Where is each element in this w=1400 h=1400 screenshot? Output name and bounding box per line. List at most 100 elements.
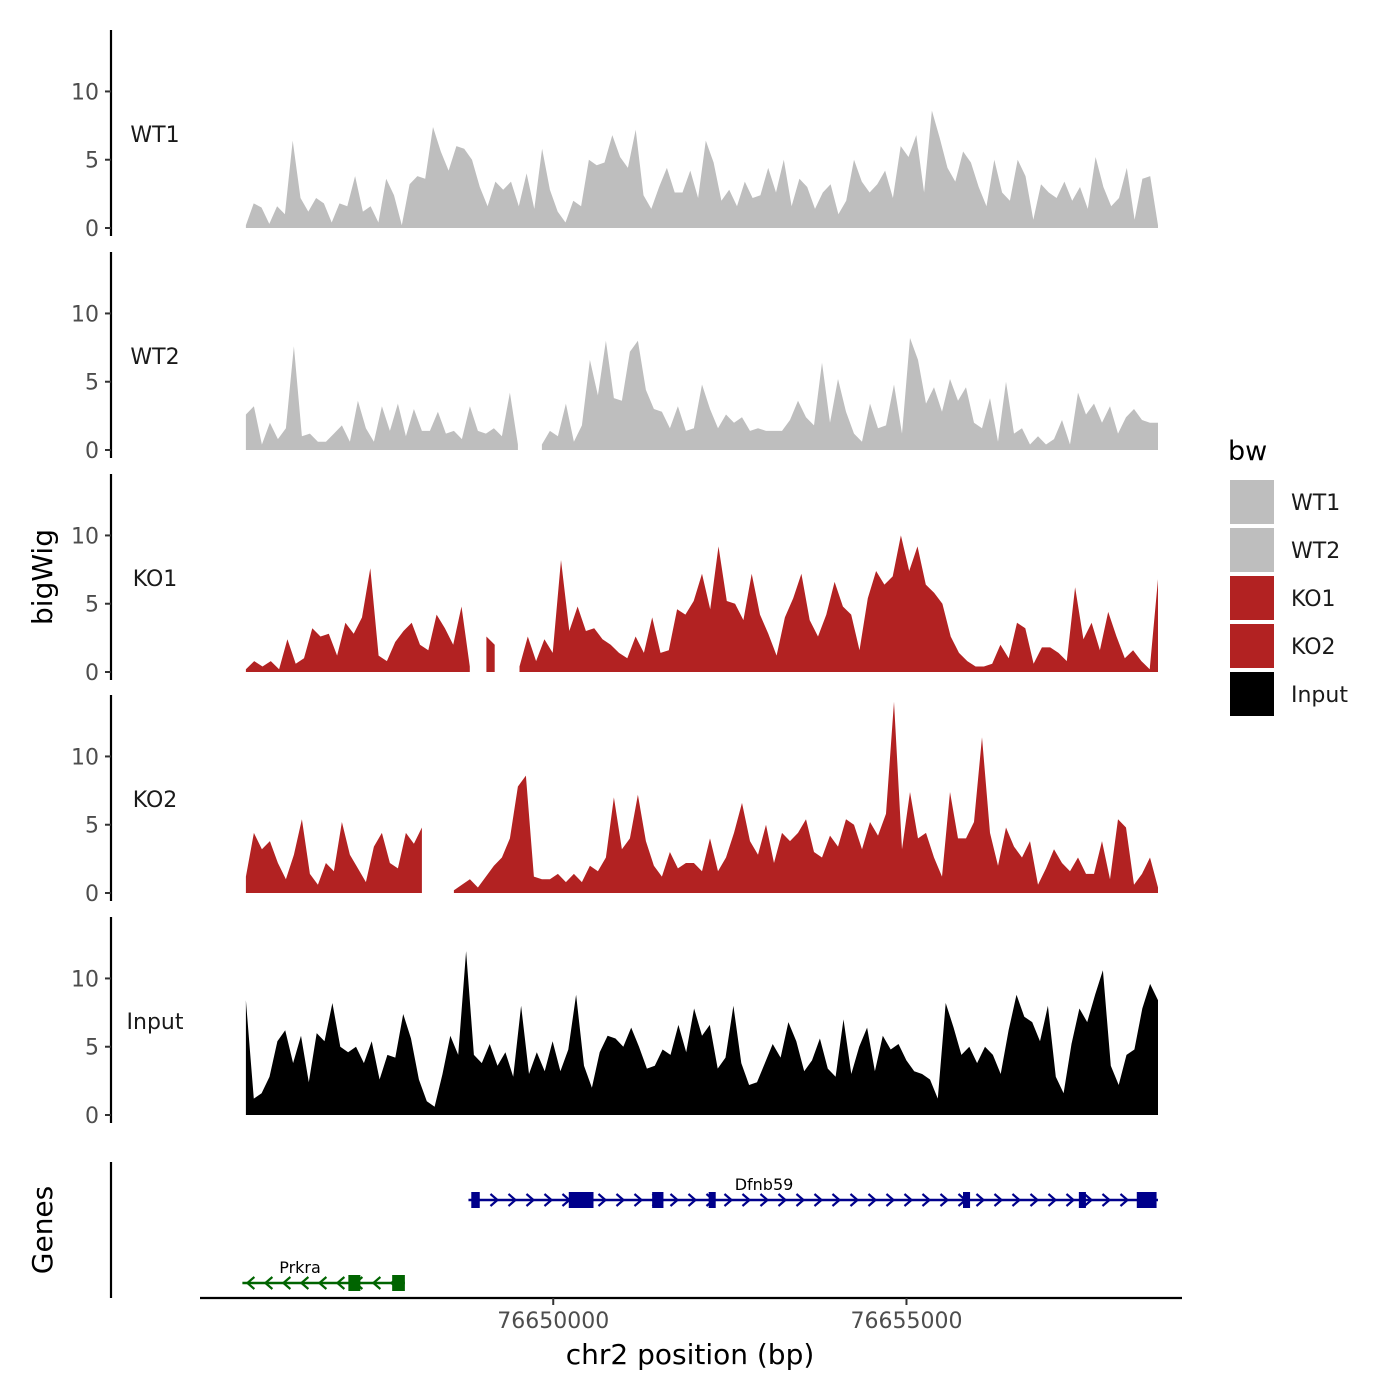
legend-swatch-ko1: [1230, 576, 1274, 620]
legend-title: bw: [1228, 436, 1267, 467]
x-axis: 76650000 76655000 chr2 position (bp): [200, 1296, 1182, 1371]
exon-dfnb59-6: [1078, 1192, 1086, 1208]
strand-arrow-dfnb59: [903, 1193, 914, 1207]
y-axis-title: bigWig: [26, 529, 59, 625]
area-ko1-segment-3: [519, 535, 1158, 672]
strand-arrow-prkra: [281, 1276, 292, 1290]
strand-arrow-prkra: [335, 1276, 346, 1290]
y-tick-label-wt1-0: 0: [85, 217, 99, 242]
strand-arrow-dfnb59: [687, 1193, 698, 1207]
legend-label-ko1: KO1: [1291, 587, 1336, 612]
strand-arrow-prkra: [371, 1276, 382, 1290]
area-wt2-segment-1: [245, 346, 518, 450]
strand-arrow-dfnb59: [777, 1193, 788, 1207]
legend-item-ko1: KO1: [1230, 576, 1336, 620]
strand-arrow-dfnb59: [1047, 1193, 1058, 1207]
y-tick-label-input-5: 5: [85, 1036, 99, 1061]
track-wt1: 0 5 10 WT1: [71, 30, 1158, 242]
legend-item-input: Input: [1230, 672, 1348, 716]
y-tick-label-input-10: 10: [71, 967, 99, 992]
strand-arrow-dfnb59: [597, 1193, 608, 1207]
gene-label-dfnb59: Dfnb59: [735, 1175, 794, 1194]
strand-arrow-dfnb59: [921, 1193, 932, 1207]
legend-items: WT1 WT2 KO1 KO2 Input: [1230, 480, 1348, 716]
strand-arrow-dfnb59: [1101, 1193, 1112, 1207]
strand-arrow-dfnb59: [633, 1193, 644, 1207]
x-axis-ticks: 76650000 76655000: [497, 1298, 962, 1334]
strand-arrow-dfnb59: [795, 1193, 806, 1207]
track-ko2: 0 5 10 KO2: [71, 695, 1158, 907]
area-ko1-segment-2: [486, 636, 495, 672]
track-wt2: 0 5 10 WT2: [71, 252, 1158, 464]
x-tick-label-76650000: 76650000: [497, 1309, 609, 1334]
strand-arrow-dfnb59: [543, 1193, 554, 1207]
strand-arrow-dfnb59: [741, 1193, 752, 1207]
exon-dfnb59-7: [1136, 1192, 1157, 1208]
exon-dfnb59-4: [708, 1192, 716, 1208]
y-tick-label-wt2-0: 0: [85, 439, 99, 464]
track-label-ko2: KO2: [133, 788, 178, 813]
y-tick-label-ko2-5: 5: [85, 814, 99, 839]
y-tick-label-wt1-10: 10: [71, 80, 99, 105]
strand-arrow-dfnb59: [831, 1193, 842, 1207]
track-label-wt1: WT1: [130, 123, 179, 148]
gene-label-prkra: Prkra: [279, 1258, 321, 1277]
strand-arrow-dfnb59: [867, 1193, 878, 1207]
strand-arrow-prkra: [245, 1276, 256, 1290]
strand-arrow-dfnb59: [1011, 1193, 1022, 1207]
exon-prkra-1: [348, 1275, 361, 1291]
area-input-segment-1: [245, 951, 1158, 1115]
y-tick-label-wt2-10: 10: [71, 302, 99, 327]
legend: bw WT1 WT2 KO1 KO2 Input: [1228, 436, 1348, 716]
exon-dfnb59-3: [652, 1192, 664, 1208]
track-ko1: 0 5 10 KO1: [71, 474, 1158, 686]
legend-swatch-wt1: [1230, 480, 1274, 524]
y-tick-label-ko2-0: 0: [85, 882, 99, 907]
strand-arrow-dfnb59: [525, 1193, 536, 1207]
strand-arrow-dfnb59: [993, 1193, 1004, 1207]
area-wt2-segment-2: [541, 338, 1158, 450]
strand-arrow-prkra: [317, 1276, 328, 1290]
exon-dfnb59-2: [568, 1192, 594, 1208]
strand-arrow-dfnb59: [975, 1193, 986, 1207]
gene-track: Dfnb59 Prkra: [109, 1162, 1158, 1298]
strand-arrow-dfnb59: [849, 1193, 860, 1207]
strand-arrow-dfnb59: [1119, 1193, 1130, 1207]
strand-arrow-dfnb59: [1029, 1193, 1040, 1207]
strand-arrow-prkra: [299, 1276, 310, 1290]
gene-dfnb59: Dfnb59: [468, 1175, 1158, 1208]
x-tick-label-76655000: 76655000: [850, 1309, 962, 1334]
legend-item-wt1: WT1: [1230, 480, 1340, 524]
strand-arrow-dfnb59: [489, 1193, 500, 1207]
exon-dfnb59-5: [962, 1192, 971, 1208]
track-label-wt2: WT2: [130, 345, 179, 370]
legend-label-ko2: KO2: [1291, 635, 1336, 660]
y-tick-label-ko1-10: 10: [71, 524, 99, 549]
legend-label-input: Input: [1291, 683, 1348, 708]
strand-arrow-dfnb59: [723, 1193, 734, 1207]
gene-track-title: Genes: [26, 1186, 59, 1274]
legend-swatch-ko2: [1230, 624, 1274, 668]
y-tick-label-ko2-10: 10: [71, 745, 99, 770]
strand-arrow-dfnb59: [615, 1193, 626, 1207]
strand-arrow-dfnb59: [507, 1193, 518, 1207]
legend-label-wt2: WT2: [1291, 539, 1340, 564]
strand-arrow-dfnb59: [1065, 1193, 1076, 1207]
gene-prkra: Prkra: [242, 1258, 405, 1291]
area-ko1-segment-1: [245, 568, 470, 672]
strand-arrow-dfnb59: [1083, 1193, 1094, 1207]
x-axis-title: chr2 position (bp): [566, 1338, 815, 1371]
exon-dfnb59-1: [471, 1192, 480, 1208]
strand-arrow-prkra: [263, 1276, 274, 1290]
y-tick-label-wt1-5: 5: [85, 149, 99, 174]
strand-arrow-dfnb59: [813, 1193, 824, 1207]
area-wt1-segment-1: [245, 110, 1158, 228]
strand-arrow-dfnb59: [939, 1193, 950, 1207]
legend-item-ko2: KO2: [1230, 624, 1336, 668]
area-ko2-segment-1: [245, 819, 422, 893]
exon-prkra-2: [392, 1275, 405, 1291]
legend-swatch-wt2: [1230, 528, 1274, 572]
track-input: 0 5 10 Input: [71, 917, 1158, 1129]
bigwig-tracks: 0 5 10 WT1 0 5 10 WT2 0 5 10 KO1 0 5 10 KO2 0 5 10 Input: [71, 30, 1158, 1129]
